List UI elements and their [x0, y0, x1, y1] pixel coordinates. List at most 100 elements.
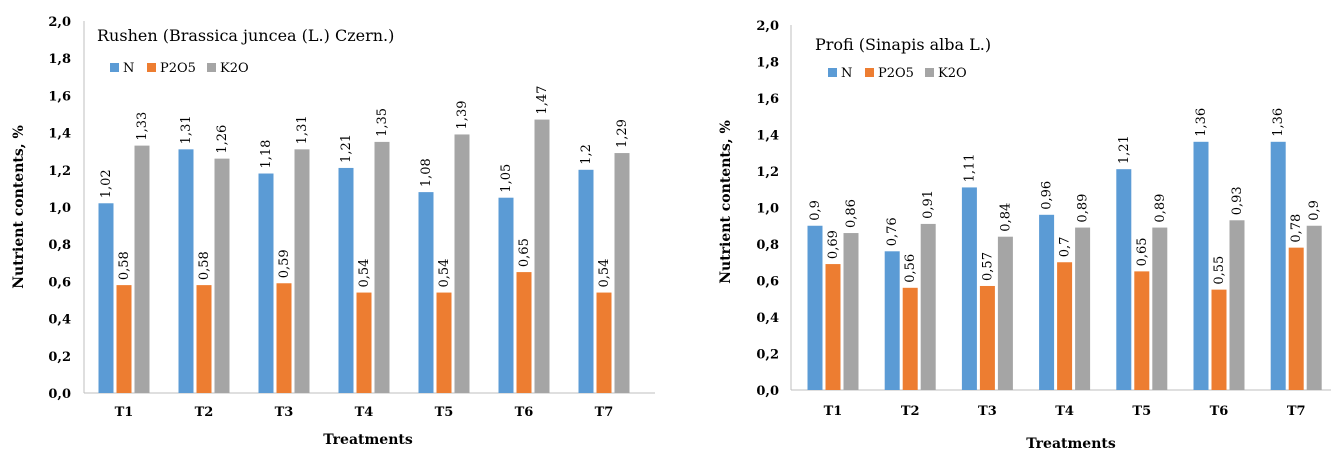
legend-swatch-n — [828, 68, 837, 77]
legend-swatch-p2o5 — [147, 63, 156, 72]
data-label: 0,86 — [844, 199, 859, 228]
y-tick-label: 0,4 — [756, 311, 779, 326]
data-label: 0,58 — [117, 251, 132, 280]
bar-k2o — [374, 141, 390, 393]
data-label: 0,9 — [1307, 200, 1322, 221]
data-label: 0,58 — [197, 251, 212, 280]
bar-n — [1193, 141, 1209, 390]
data-label: 0,57 — [980, 252, 995, 281]
bar-p2o5 — [436, 292, 452, 393]
data-label: 1,31 — [295, 115, 310, 144]
y-tick-label: 0,8 — [756, 238, 779, 253]
bar-n — [807, 225, 823, 390]
y-tick-label: 1,8 — [756, 56, 779, 71]
y-tick-label: 1,6 — [48, 89, 71, 104]
bar-p2o5 — [1288, 247, 1304, 390]
bar-p2o5 — [825, 264, 841, 390]
y-tick-label: 1,4 — [756, 129, 779, 144]
data-label: 1,36 — [1271, 108, 1286, 137]
data-label: 0,96 — [1040, 181, 1055, 210]
data-label: 0,93 — [1230, 186, 1245, 215]
data-label: 1,36 — [1194, 108, 1209, 137]
y-tick-label: 0,6 — [756, 275, 779, 290]
y-tick-label: 0,4 — [48, 313, 71, 328]
category-label: T6 — [1210, 404, 1229, 419]
bar-k2o — [843, 233, 859, 390]
category-label: T3 — [275, 405, 294, 420]
category-label: T5 — [435, 405, 454, 420]
data-label: 1,21 — [339, 134, 354, 163]
data-label: 0,65 — [1135, 237, 1150, 266]
y-tick-label: 1,0 — [48, 201, 71, 216]
y-axis-title: Nutrient contents, % — [718, 120, 734, 284]
y-tick-label: 2,0 — [48, 15, 71, 30]
y-tick-label: 0,6 — [48, 275, 71, 290]
category-label: T4 — [355, 405, 374, 420]
category-label: T2 — [901, 404, 920, 419]
data-label: 1,39 — [455, 101, 470, 130]
y-tick-label: 1,0 — [756, 202, 779, 217]
data-label: 0,84 — [998, 203, 1013, 232]
data-label: 0,9 — [808, 200, 823, 221]
data-label: 0,91 — [921, 190, 936, 219]
data-label: 1,02 — [99, 169, 114, 198]
legend-label-k2o: K2O — [938, 66, 967, 81]
bar-p2o5 — [902, 287, 918, 390]
y-tick-label: 1,6 — [756, 92, 779, 107]
bar-p2o5 — [516, 272, 532, 393]
bar-n — [884, 251, 900, 390]
bar-p2o5 — [1057, 262, 1073, 390]
bar-n — [98, 203, 114, 393]
bar-k2o — [1229, 220, 1245, 390]
data-label: 0,89 — [1076, 194, 1091, 223]
data-label: 0,65 — [517, 238, 532, 267]
bar-n — [178, 149, 194, 393]
bar-n — [578, 169, 594, 393]
category-label: T1 — [115, 405, 134, 420]
data-label: 0,69 — [826, 230, 841, 259]
bar-n — [961, 187, 977, 390]
bar-p2o5 — [596, 292, 612, 393]
data-label: 1,47 — [535, 86, 550, 115]
data-label: 1,11 — [962, 153, 977, 182]
y-tick-label: 0,0 — [48, 387, 71, 402]
y-tick-label: 1,4 — [48, 127, 71, 142]
bar-p2o5 — [356, 292, 372, 393]
legend-label-n: N — [841, 66, 852, 81]
bar-p2o5 — [116, 285, 132, 393]
y-tick-label: 0,0 — [756, 384, 779, 399]
bar-k2o — [1152, 227, 1168, 390]
data-label: 1,26 — [215, 125, 230, 154]
bar-n — [1270, 141, 1286, 390]
data-label: 1,18 — [259, 140, 274, 169]
bar-k2o — [214, 158, 230, 393]
bar-n — [258, 173, 274, 393]
legend-label-p2o5: P2O5 — [878, 66, 914, 81]
legend-swatch-k2o — [925, 68, 934, 77]
y-tick-label: 1,8 — [48, 52, 71, 67]
bar-k2o — [920, 223, 936, 390]
bar-n — [338, 167, 354, 393]
bar-k2o — [534, 119, 550, 393]
category-label: T4 — [1055, 404, 1074, 419]
legend-label-n: N — [123, 61, 134, 76]
data-label: 0,76 — [885, 217, 900, 246]
bar-n — [1039, 214, 1055, 390]
bar-p2o5 — [1134, 271, 1150, 390]
data-label: 0,89 — [1153, 194, 1168, 223]
legend-label-p2o5: P2O5 — [160, 61, 196, 76]
bar-k2o — [997, 236, 1013, 390]
data-label: 1,21 — [1117, 135, 1132, 164]
bar-n — [418, 192, 434, 393]
bar-k2o — [614, 153, 630, 393]
category-label: T5 — [1132, 404, 1151, 419]
category-label: T7 — [595, 405, 614, 420]
data-label: 1,33 — [135, 112, 150, 141]
y-tick-label: 0,2 — [48, 350, 71, 365]
category-label: T1 — [824, 404, 843, 419]
y-tick-label: 1,2 — [48, 164, 71, 179]
y-tick-label: 2,0 — [756, 19, 779, 34]
bar-k2o — [294, 149, 310, 393]
